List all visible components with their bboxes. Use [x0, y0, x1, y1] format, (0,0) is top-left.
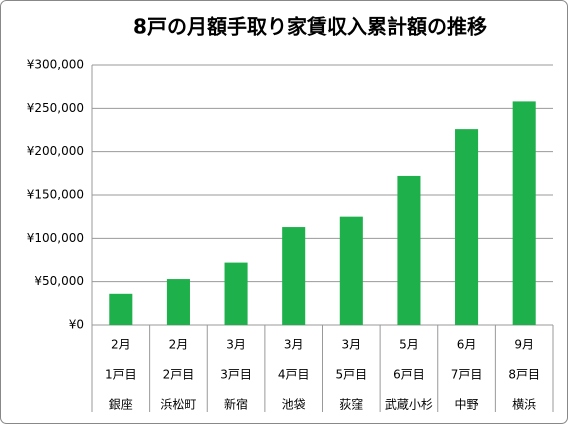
bar	[455, 129, 479, 325]
x-tick-label: 中野	[455, 397, 479, 412]
x-tick-label: 8戸目	[508, 368, 540, 382]
y-tick-label: ¥100,000	[27, 231, 84, 245]
bar	[166, 279, 190, 325]
x-tick-label: 5戸目	[335, 368, 367, 382]
x-tick-label: 横浜	[512, 398, 536, 412]
x-tick-label: 3戸目	[220, 368, 252, 382]
y-tick-label: ¥0	[69, 318, 84, 332]
x-tick-label: 武蔵小杉	[385, 398, 433, 412]
x-tick-label: 7戸目	[451, 368, 483, 382]
y-tick-label: ¥200,000	[27, 144, 84, 158]
x-tick-label: 9月	[514, 338, 534, 352]
bar	[397, 175, 421, 325]
y-tick-label: ¥300,000	[27, 58, 84, 72]
x-tick-label: 4戸目	[278, 368, 310, 382]
y-tick-label: ¥250,000	[27, 101, 84, 115]
x-tick-label: 荻窪	[339, 397, 363, 412]
bar	[339, 216, 363, 325]
chart-title: 8戸の月額手取り家賃収入累計額の推移	[133, 15, 487, 39]
x-tick-label: 6月	[457, 338, 477, 352]
x-tick-label: 浜松町	[160, 398, 196, 412]
x-tick-label: 2月	[169, 338, 189, 352]
y-tick-label: ¥150,000	[27, 188, 84, 202]
bar	[109, 293, 133, 325]
x-tick-label: 3月	[341, 338, 361, 352]
x-tick-label: 新宿	[224, 397, 248, 412]
bar	[512, 101, 536, 326]
x-tick-label: 6戸目	[393, 368, 425, 382]
x-tick-label: 3月	[226, 338, 246, 352]
x-tick-label: 池袋	[282, 398, 306, 412]
x-tick-label: 1戸目	[105, 368, 137, 382]
x-tick-label: 3月	[284, 338, 304, 352]
y-tick-label: ¥50,000	[34, 274, 84, 288]
x-tick-label: 2戸目	[163, 368, 195, 382]
bar	[224, 262, 248, 325]
x-tick-label: 銀座	[109, 397, 133, 412]
x-tick-label: 2月	[111, 338, 131, 352]
x-tick-label: 5月	[399, 338, 419, 352]
bar	[282, 227, 306, 325]
